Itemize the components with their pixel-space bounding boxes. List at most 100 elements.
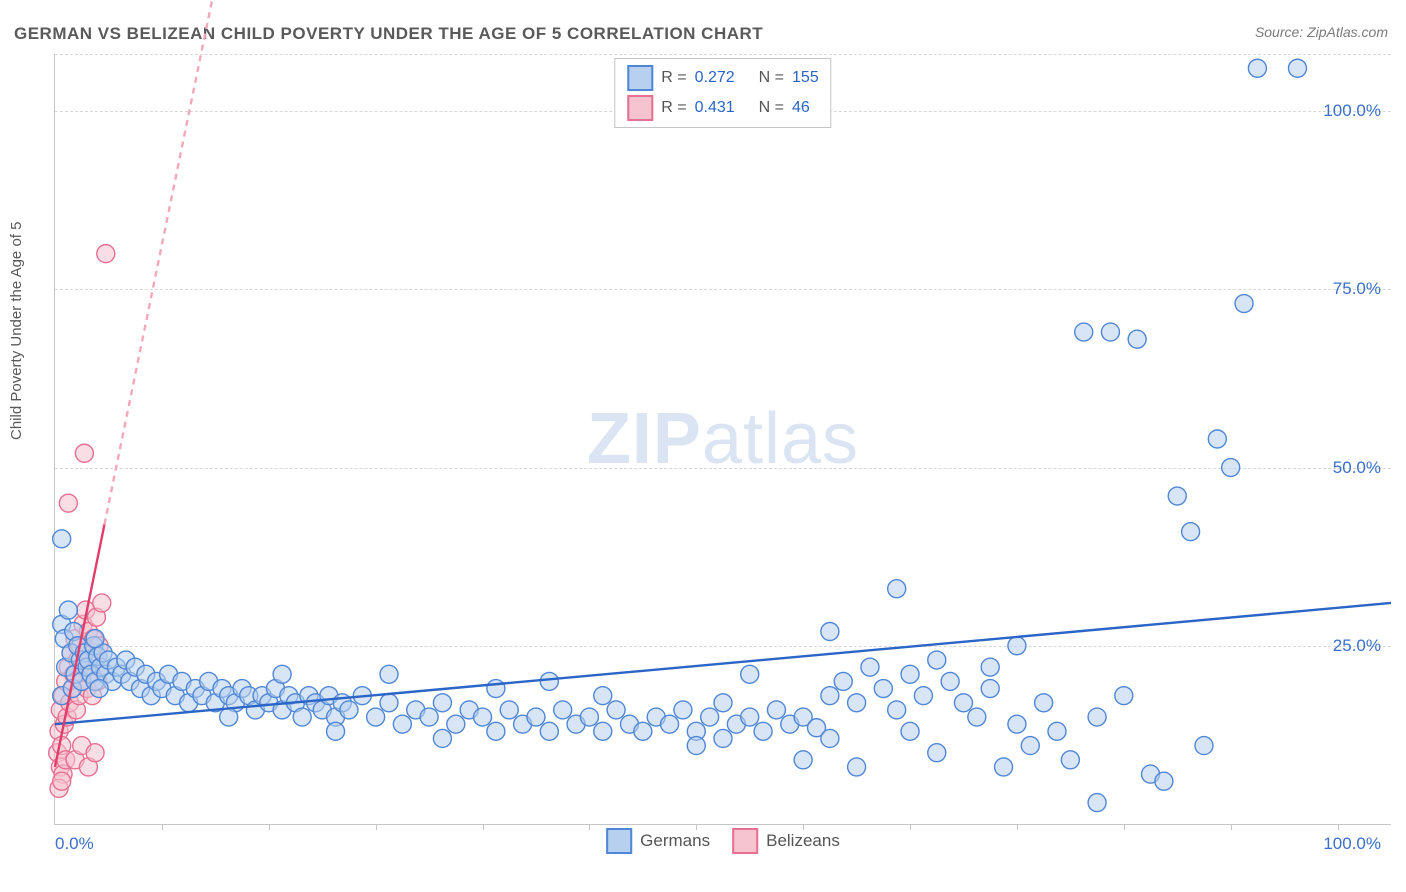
data-point [767, 701, 785, 719]
data-point [901, 665, 919, 683]
x-tick [269, 824, 270, 830]
plot-area: ZIPatlas 25.0%50.0%75.0%100.0% 0.0%100.0… [54, 54, 1391, 825]
data-point [1061, 751, 1079, 769]
data-point [53, 530, 71, 548]
x-tick [589, 824, 590, 830]
data-point [594, 722, 612, 740]
x-tick [483, 824, 484, 830]
source-prefix: Source: [1255, 24, 1307, 40]
data-point [714, 694, 732, 712]
data-point [1008, 637, 1026, 655]
data-point [1021, 737, 1039, 755]
data-point [433, 694, 451, 712]
data-point [527, 708, 545, 726]
n-value-germans: 155 [792, 69, 819, 87]
data-point [661, 715, 679, 733]
data-point [821, 729, 839, 747]
data-point [540, 672, 558, 690]
x-tick [1017, 824, 1018, 830]
data-point [420, 708, 438, 726]
data-point [1248, 59, 1266, 77]
data-point [580, 708, 598, 726]
data-point [1182, 523, 1200, 541]
data-point [53, 772, 71, 790]
legend-item-germans: Germans [606, 828, 710, 854]
data-point [1048, 722, 1066, 740]
data-point [914, 687, 932, 705]
data-point [487, 722, 505, 740]
r-value-germans: 0.272 [695, 69, 735, 87]
data-point [86, 630, 104, 648]
data-point [380, 694, 398, 712]
data-point [674, 701, 692, 719]
n-value-belizeans: 46 [792, 99, 810, 117]
data-point [928, 744, 946, 762]
data-point [634, 722, 652, 740]
series-label-germans: Germans [640, 831, 710, 851]
data-point [554, 701, 572, 719]
data-point [687, 737, 705, 755]
data-point [1088, 794, 1106, 812]
data-point [995, 758, 1013, 776]
swatch-germans [627, 65, 653, 91]
x-tick [1231, 824, 1232, 830]
legend-series: Germans Belizeans [606, 828, 840, 854]
data-point [1035, 694, 1053, 712]
data-point [1168, 487, 1186, 505]
data-point [367, 708, 385, 726]
x-tick-label: 0.0% [55, 834, 94, 854]
data-point [754, 722, 772, 740]
swatch-belizeans-bottom [732, 828, 758, 854]
data-point [714, 729, 732, 747]
data-point [93, 594, 111, 612]
data-point [981, 658, 999, 676]
series-label-belizeans: Belizeans [766, 831, 840, 851]
r-value-belizeans: 0.431 [695, 99, 735, 117]
data-point [1155, 772, 1173, 790]
data-point [607, 701, 625, 719]
data-point [97, 245, 115, 263]
legend-correlation: R = 0.272 N = 155 R = 0.431 N = 46 [614, 58, 831, 128]
r-label: R = [661, 99, 686, 117]
x-tick [162, 824, 163, 830]
data-point [861, 658, 879, 676]
data-point [75, 444, 93, 462]
x-tick [910, 824, 911, 830]
data-point [447, 715, 465, 733]
legend-item-belizeans: Belizeans [732, 828, 840, 854]
data-point [981, 680, 999, 698]
data-point [487, 680, 505, 698]
n-label: N = [759, 69, 784, 87]
y-axis-label: Child Poverty Under the Age of 5 [8, 222, 25, 440]
data-point [1075, 323, 1093, 341]
data-point [1222, 459, 1240, 477]
data-point [540, 722, 558, 740]
data-point [928, 651, 946, 669]
x-tick-label: 100.0% [1323, 834, 1381, 854]
data-point [220, 708, 238, 726]
data-point [1008, 715, 1026, 733]
data-point [954, 694, 972, 712]
data-point [380, 665, 398, 683]
data-point [701, 708, 719, 726]
data-point [941, 672, 959, 690]
swatch-belizeans [627, 95, 653, 121]
x-tick [1338, 824, 1339, 830]
data-point [888, 701, 906, 719]
data-point [273, 665, 291, 683]
r-label: R = [661, 69, 686, 87]
data-point [433, 729, 451, 747]
data-point [86, 744, 104, 762]
swatch-germans-bottom [606, 828, 632, 854]
data-point [474, 708, 492, 726]
data-point [848, 694, 866, 712]
data-point [888, 580, 906, 598]
data-point [1115, 687, 1133, 705]
legend-row-germans: R = 0.272 N = 155 [627, 63, 818, 93]
data-point [968, 708, 986, 726]
source-name: ZipAtlas.com [1307, 24, 1388, 40]
data-point [90, 680, 108, 698]
data-point [500, 701, 518, 719]
x-tick [376, 824, 377, 830]
data-point [848, 758, 866, 776]
